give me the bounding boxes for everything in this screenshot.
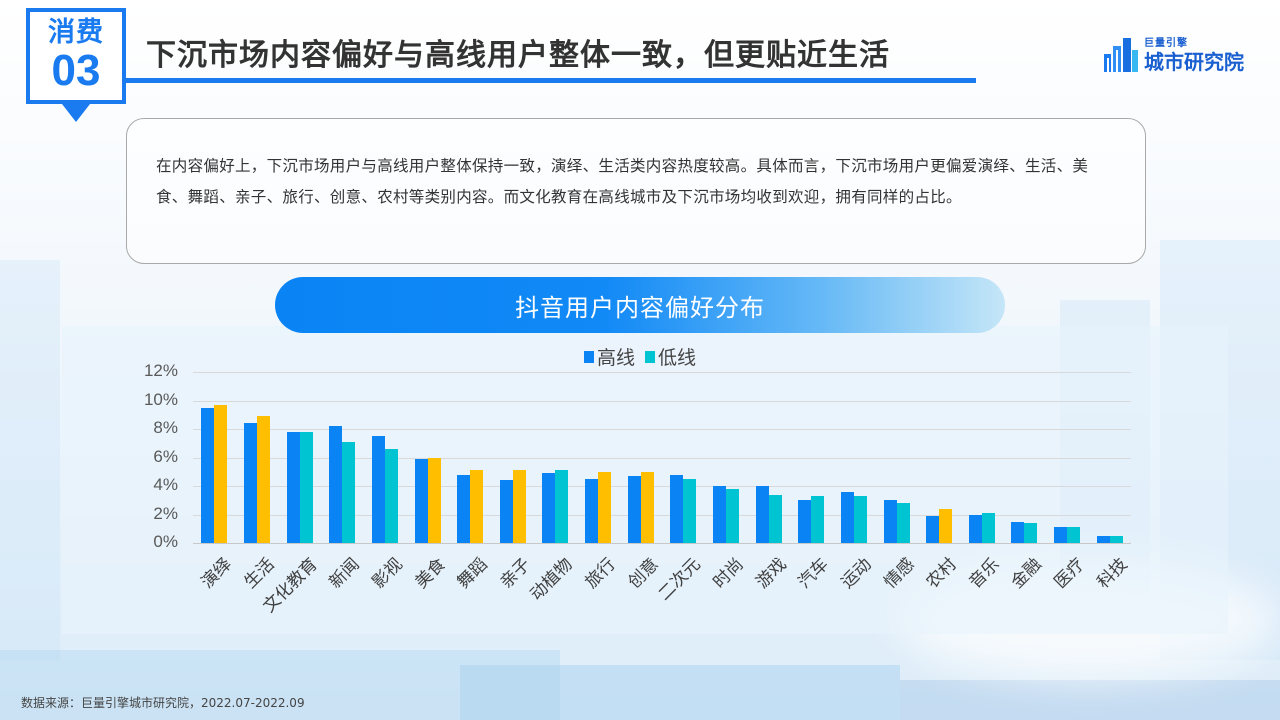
bar-low-tier	[768, 494, 782, 543]
bar-high-tier	[286, 431, 300, 543]
summary-box: 在内容偏好上，下沉市场用户与高线用户整体保持一致，演绎、生活类内容热度较高。具体…	[126, 118, 1146, 264]
bar-high-tier	[840, 491, 854, 543]
bar-low-tier	[811, 495, 825, 543]
y-axis-tick-label: 2%	[153, 503, 178, 523]
bar-high-tier	[414, 458, 428, 543]
title-underline	[126, 78, 976, 83]
background-building	[900, 680, 1280, 720]
logo-subtitle: 巨量引擎	[1144, 38, 1188, 49]
logo: 巨量引擎 城市研究院	[1104, 34, 1264, 74]
bar-high-tier	[1096, 535, 1110, 543]
background-building	[0, 260, 60, 660]
logo-title: 城市研究院	[1144, 50, 1244, 74]
y-axis-tick-label: 4%	[153, 475, 178, 494]
legend-swatch-high-tier	[583, 350, 594, 363]
section-label: 消费	[48, 17, 104, 48]
section-number: 03	[51, 46, 101, 95]
bar-low-tier	[896, 503, 910, 543]
bar-high-tier	[926, 515, 940, 543]
bar-high-tier	[243, 423, 257, 543]
bar-high-tier	[499, 480, 513, 543]
bar-high-tier	[457, 474, 471, 543]
bar-high-tier	[585, 478, 599, 543]
bar-low-tier	[1109, 535, 1123, 543]
bar-high-tier	[542, 473, 556, 543]
bar-high-tier	[798, 500, 812, 543]
grid-line	[193, 543, 1131, 544]
bar-low-tier	[640, 471, 654, 543]
bar-low-tier	[214, 404, 228, 543]
bar-high-tier	[883, 500, 897, 543]
bar-high-tier	[201, 407, 215, 543]
grid-line	[193, 486, 1131, 487]
bar-low-tier	[512, 470, 526, 543]
bar-high-tier	[968, 514, 982, 543]
bar-high-tier	[755, 486, 769, 543]
y-axis-tick-label: 12%	[143, 361, 178, 380]
bar-high-tier	[670, 474, 684, 543]
legend-label: 高线	[596, 347, 635, 369]
bar-low-tier	[725, 488, 739, 543]
page-title: 下沉市场内容偏好与高线用户整体一致，但更贴近生活	[146, 38, 890, 73]
legend-label: 低线	[658, 347, 697, 369]
city-building-logo-icon	[1104, 38, 1138, 72]
bar-low-tier	[299, 431, 313, 543]
bar-low-tier	[939, 508, 953, 543]
bar-low-tier	[256, 416, 270, 543]
data-source: 数据来源：巨量引擎城市研究院，2022.07-2022.09	[21, 696, 305, 710]
chart-legend: 高线 低线	[0, 343, 1280, 370]
bar-high-tier	[1054, 527, 1068, 543]
bar-low-tier	[1067, 527, 1081, 543]
y-axis-tick-label: 10%	[143, 389, 178, 409]
legend-item-low-tier: 低线	[645, 343, 696, 370]
grid-line	[193, 400, 1131, 402]
y-axis-tick-label: 8%	[153, 418, 178, 437]
grid-line	[193, 457, 1131, 459]
bar-low-tier	[342, 441, 356, 543]
bar-low-tier	[470, 470, 484, 543]
background-building	[460, 665, 900, 720]
legend-swatch-low-tier	[645, 350, 655, 363]
grid-line	[193, 514, 1131, 516]
bar-low-tier	[555, 470, 569, 543]
chart-title-banner: 抖音用户内容偏好分布	[275, 277, 1005, 333]
bar-low-tier	[1024, 523, 1038, 543]
summary-text: 在内容偏好上，下沉市场用户与高线用户整体保持一致，演绎、生活类内容热度较高。具体…	[156, 157, 1089, 206]
bar-low-tier	[853, 495, 867, 543]
section-badge: 消费 03	[26, 8, 126, 104]
grid-line	[193, 429, 1131, 430]
y-axis-tick-label: 0%	[153, 532, 178, 551]
grid-line	[193, 372, 1131, 373]
bar-low-tier	[427, 457, 441, 543]
bar-high-tier	[1011, 521, 1025, 543]
chart-title: 抖音用户内容偏好分布	[515, 293, 765, 322]
bar-high-tier	[329, 426, 343, 543]
bar-low-tier	[384, 448, 398, 543]
bar-high-tier	[627, 476, 641, 543]
bar-high-tier	[371, 436, 385, 543]
bar-low-tier	[683, 478, 697, 543]
bar-high-tier	[712, 486, 726, 543]
bar-low-tier	[598, 471, 612, 543]
legend-item-high-tier: 高线	[583, 343, 635, 370]
badge-arrow-icon	[62, 104, 90, 122]
bar-low-tier	[981, 513, 995, 543]
y-axis-tick-label: 6%	[153, 446, 178, 466]
